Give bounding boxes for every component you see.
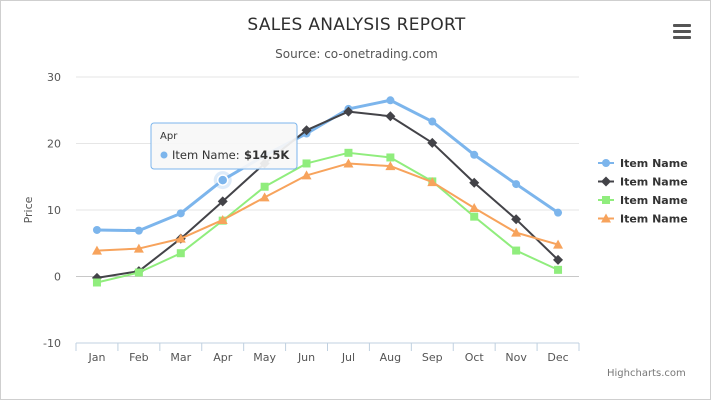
tooltip-value: $14.5K xyxy=(244,148,290,162)
data-point[interactable] xyxy=(133,243,144,253)
series-line xyxy=(96,110,559,279)
x-tick-label: May xyxy=(253,351,276,364)
series-line xyxy=(96,162,559,252)
credits-link[interactable]: Highcharts.com xyxy=(607,368,686,379)
data-point[interactable] xyxy=(512,246,521,255)
data-point[interactable] xyxy=(554,265,563,274)
data-point[interactable] xyxy=(92,278,101,287)
data-point[interactable] xyxy=(301,170,312,180)
data-point[interactable] xyxy=(470,150,479,159)
x-tick-label: Sep xyxy=(422,351,443,364)
data-point[interactable] xyxy=(511,227,522,237)
data-point[interactable] xyxy=(554,208,563,217)
x-tick-label: Jan xyxy=(87,351,105,364)
y-tick-label: 20 xyxy=(47,138,61,151)
x-tick-label: Dec xyxy=(547,351,568,364)
tooltip-series-label: Item Name: xyxy=(172,148,240,162)
x-tick-label: Jul xyxy=(341,351,355,364)
legend-item-label[interactable]: Item Name xyxy=(620,176,688,189)
legend-marker[interactable] xyxy=(602,196,610,204)
legend-marker[interactable] xyxy=(601,213,611,223)
tooltip-series-dot xyxy=(160,151,168,159)
data-point[interactable] xyxy=(385,111,396,122)
data-point[interactable] xyxy=(427,177,438,187)
y-tick-label: 0 xyxy=(54,271,61,284)
data-point[interactable] xyxy=(134,226,143,235)
data-point[interactable] xyxy=(386,96,395,105)
x-tick-label: Nov xyxy=(505,351,527,364)
data-point[interactable] xyxy=(343,106,354,117)
legend-marker[interactable] xyxy=(601,176,611,187)
y-tick-label: 30 xyxy=(47,71,61,84)
series-line xyxy=(96,151,559,284)
data-point[interactable] xyxy=(512,180,521,189)
data-point[interactable] xyxy=(260,182,269,191)
data-point[interactable] xyxy=(469,177,480,188)
legend-item-label[interactable]: Item Name xyxy=(620,213,688,226)
data-point[interactable] xyxy=(511,214,522,225)
data-point[interactable] xyxy=(175,233,186,243)
data-point[interactable] xyxy=(469,203,480,213)
hover-point[interactable] xyxy=(216,174,229,186)
data-point[interactable] xyxy=(92,225,101,234)
data-point[interactable] xyxy=(176,209,185,218)
data-point[interactable] xyxy=(344,148,353,157)
x-tick-label: Apr xyxy=(213,351,233,364)
legend-marker[interactable] xyxy=(602,159,610,167)
hamburger-menu-icon[interactable] xyxy=(669,21,695,43)
data-point[interactable] xyxy=(91,245,102,255)
tooltip-box xyxy=(150,122,298,170)
data-point[interactable] xyxy=(176,249,185,258)
data-point[interactable] xyxy=(343,158,354,168)
data-point[interactable] xyxy=(134,268,143,277)
data-point[interactable] xyxy=(217,196,228,207)
data-point[interactable] xyxy=(217,214,228,224)
data-point[interactable] xyxy=(553,254,564,265)
x-tick-label: Feb xyxy=(129,351,148,364)
tooltip-category: Apr xyxy=(160,131,178,142)
data-point[interactable] xyxy=(302,159,311,168)
x-tick-label: Oct xyxy=(465,351,485,364)
chart-title: SALES ANALYSIS REPORT xyxy=(247,15,466,35)
data-point[interactable] xyxy=(427,137,438,148)
data-point[interactable] xyxy=(386,153,395,162)
x-tick-label: Jun xyxy=(297,351,315,364)
legend-item-label[interactable]: Item Name xyxy=(620,157,688,170)
data-point[interactable] xyxy=(301,125,312,136)
chart-subtitle: Source: co-onetrading.com xyxy=(275,47,438,61)
y-tick-label: -10 xyxy=(43,337,61,350)
data-point[interactable] xyxy=(553,239,564,249)
y-axis-title: Price xyxy=(22,196,35,223)
data-point[interactable] xyxy=(470,212,479,221)
x-tick-label: Aug xyxy=(380,351,401,364)
legend-item-label[interactable]: Item Name xyxy=(620,194,688,207)
y-tick-label: 10 xyxy=(47,204,61,217)
x-tick-label: Mar xyxy=(170,351,191,364)
data-point[interactable] xyxy=(385,161,396,171)
data-point[interactable] xyxy=(428,117,437,126)
data-point[interactable] xyxy=(259,192,270,202)
